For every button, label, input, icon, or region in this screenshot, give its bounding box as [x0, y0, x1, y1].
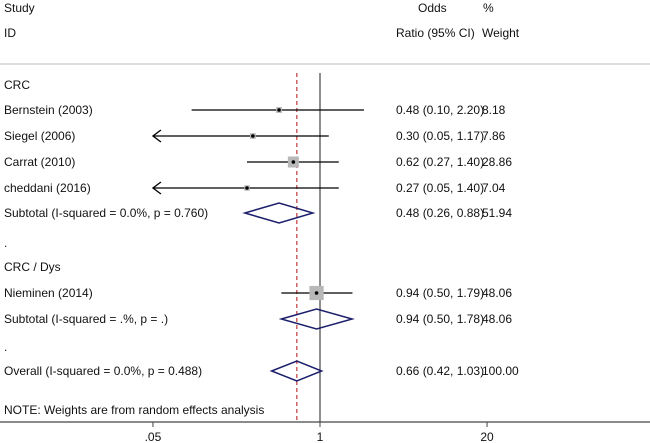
effect-ci-text: 0.94 (0.50, 1.79) [396, 286, 484, 300]
header-study: Study [4, 1, 35, 15]
effect-ci-text: 0.27 (0.05, 1.40) [396, 181, 484, 195]
effect-ci-text: 0.62 (0.27, 1.40) [396, 155, 484, 169]
row-label: CRC [4, 78, 30, 92]
subtotal-diamond [242, 202, 316, 224]
weight-text: 8.18 [482, 103, 506, 117]
point-estimate [291, 160, 296, 164]
effect-ci-text: 0.30 (0.05, 1.17) [396, 129, 484, 143]
header-percent: % [483, 1, 494, 15]
note-text: NOTE: Weights are from random effects an… [4, 403, 264, 417]
weight-text: 51.94 [482, 206, 512, 220]
effect-ci-text: 0.66 (0.42, 1.03) [396, 364, 484, 378]
row-label: Carrat (2010) [4, 155, 75, 169]
ci-arrow-left [151, 129, 162, 143]
weight-text: 7.86 [482, 129, 506, 143]
row-label: Subtotal (I-squared = 0.0%, p = 0.760) [4, 206, 208, 220]
weight-text: 28.86 [482, 155, 512, 169]
row-label: Subtotal (I-squared = .%, p = .) [4, 312, 168, 326]
row-label: cheddani (2016) [4, 181, 91, 195]
row-label: CRC / Dys [4, 260, 61, 274]
weight-text: 48.06 [482, 286, 512, 300]
header-ratio-ci: Ratio (95% CI) [396, 26, 475, 40]
point-estimate [251, 134, 255, 138]
effect-ci-text: 0.48 (0.10, 2.20) [396, 103, 484, 117]
row-label: Overall (I-squared = 0.0%, p = 0.488) [4, 364, 202, 378]
weight-text: 7.04 [482, 181, 506, 195]
subtotal-diamond [278, 308, 355, 330]
header-odds: Odds [418, 1, 447, 15]
effect-ci-text: 0.48 (0.26, 0.88) [396, 206, 484, 220]
header-weight: Weight [482, 26, 520, 40]
point-estimate [277, 108, 281, 112]
overall-diamond [269, 360, 324, 382]
row-label: . [4, 340, 7, 354]
effect-ci-text: 0.94 (0.50, 1.78) [396, 312, 484, 326]
row-label: Bernstein (2003) [4, 103, 93, 117]
x-tick-label: 1 [317, 430, 324, 443]
row-label: Nieminen (2014) [4, 286, 93, 300]
weight-text: 100.00 [482, 364, 519, 378]
header-id: ID [4, 26, 16, 40]
row-label: . [4, 236, 7, 250]
x-tick-label: 20 [480, 430, 494, 443]
point-estimate [314, 291, 319, 295]
row-label: Siegel (2006) [4, 129, 75, 143]
x-tick-label: .05 [145, 430, 162, 443]
point-estimate [245, 186, 249, 190]
weight-text: 48.06 [482, 312, 512, 326]
ci-arrow-left [151, 181, 162, 195]
